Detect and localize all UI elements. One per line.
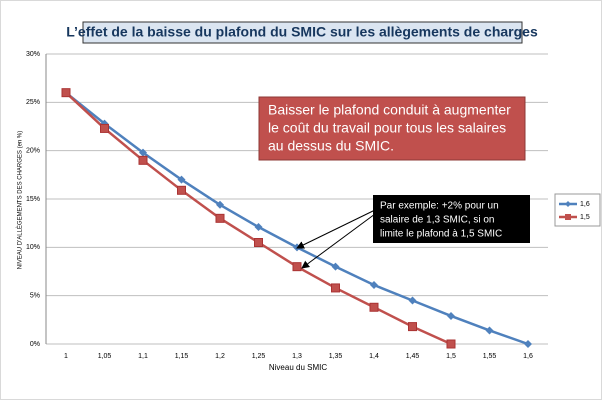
point bbox=[138, 155, 148, 165]
annotation-text: Par exemple: +2% pour un bbox=[380, 201, 499, 212]
x-tick-label: 1,4 bbox=[369, 353, 379, 360]
x-tick-label: 1,2 bbox=[215, 353, 225, 360]
x-tick-label: 1,5 bbox=[446, 353, 456, 360]
point bbox=[215, 213, 225, 223]
point bbox=[331, 262, 340, 271]
point bbox=[139, 148, 147, 157]
legend-marker bbox=[565, 201, 571, 207]
point bbox=[370, 281, 378, 290]
annotation-text: limite le plafond à 1,5 SMIC bbox=[380, 229, 502, 240]
annotation-text: salaire de 1,3 SMIC, si on bbox=[380, 215, 495, 226]
point bbox=[177, 175, 186, 184]
y-axis-label: NIVEAU D'ALLÈGEMENTS DES CHARGES (en %) bbox=[17, 131, 24, 270]
annotation-box bbox=[373, 195, 530, 243]
point bbox=[485, 326, 494, 335]
x-tick-label: 1,3 bbox=[292, 353, 302, 360]
point bbox=[177, 185, 186, 195]
x-tick-label: 1,15 bbox=[175, 353, 189, 360]
point bbox=[292, 262, 302, 272]
x-tick-label: 1,25 bbox=[252, 353, 266, 360]
legend-label: 1,5 bbox=[580, 214, 590, 221]
point bbox=[446, 339, 456, 349]
x-tick-label: 1,55 bbox=[483, 353, 497, 360]
point bbox=[447, 311, 455, 320]
x-tick-label: 1,35 bbox=[329, 353, 343, 360]
point bbox=[408, 322, 417, 332]
y-tick-label: 0% bbox=[30, 341, 40, 348]
title-box bbox=[82, 21, 523, 44]
point bbox=[100, 123, 109, 133]
point bbox=[216, 200, 224, 209]
point bbox=[254, 223, 263, 232]
x-tick-label: 1 bbox=[64, 353, 68, 360]
y-tick-label: 20% bbox=[26, 148, 40, 155]
annotation-text: le coût du travail pour tous les salaire… bbox=[268, 120, 506, 136]
annotation-text: au dessus du SMIC. bbox=[268, 138, 394, 154]
y-tick-label: 10% bbox=[26, 244, 40, 251]
x-tick-label: 1,45 bbox=[406, 353, 420, 360]
y-tick-label: 15% bbox=[26, 196, 40, 203]
legend-marker bbox=[565, 214, 571, 220]
arrow bbox=[301, 213, 376, 269]
point bbox=[369, 302, 379, 312]
y-tick-label: 25% bbox=[26, 99, 40, 106]
point bbox=[61, 88, 71, 98]
annotation-text: Baisser le plafond conduit à augmenter bbox=[268, 102, 511, 118]
legend-box bbox=[554, 193, 601, 227]
x-tick-label: 1,1 bbox=[138, 353, 148, 360]
y-tick-label: 30% bbox=[26, 51, 40, 58]
point bbox=[524, 340, 532, 348]
y-tick-label: 5% bbox=[30, 293, 40, 300]
point bbox=[331, 283, 340, 293]
x-tick-label: 1,05 bbox=[98, 353, 112, 360]
x-tick-label: 1,6 bbox=[523, 353, 533, 360]
arrow bbox=[296, 209, 376, 249]
legend-label: 1,6 bbox=[580, 201, 590, 208]
annotation-box bbox=[258, 96, 526, 161]
x-axis-label: Niveau du SMIC bbox=[269, 363, 327, 372]
chart-title: L’effet de la baisse du plafond du SMIC … bbox=[66, 24, 538, 40]
point bbox=[254, 238, 263, 247]
point bbox=[408, 296, 417, 305]
